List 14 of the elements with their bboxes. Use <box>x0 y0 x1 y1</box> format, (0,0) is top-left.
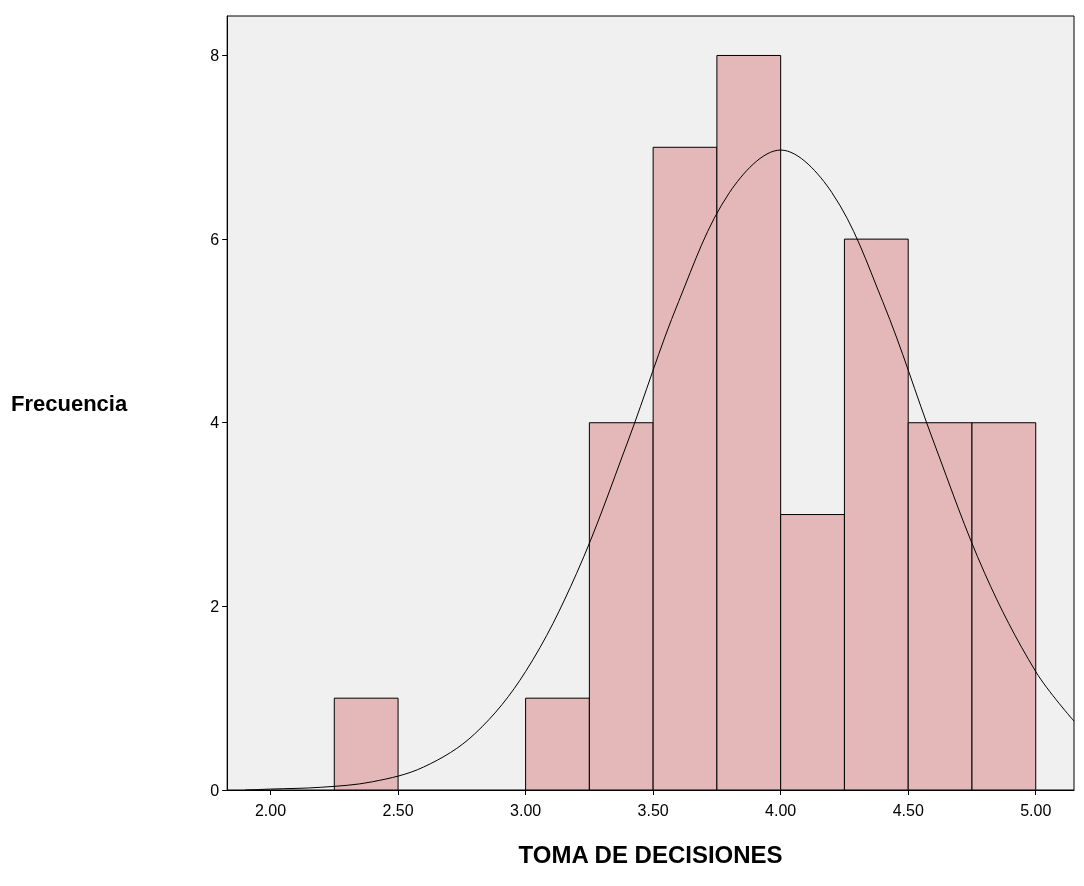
y-tick-label: 4 <box>210 414 220 432</box>
y-tick-label: 6 <box>210 230 220 248</box>
y-tick-label: 8 <box>210 46 220 64</box>
x-tick-label: 5.00 <box>1020 801 1052 819</box>
y-tick-label: 0 <box>210 781 220 799</box>
x-axis-title: TOMA DE DECISIONES <box>518 840 783 868</box>
y-tick-label: 2 <box>210 597 220 615</box>
y-axis-title: Frecuencia <box>10 390 128 416</box>
x-tick-label: 4.00 <box>765 801 797 819</box>
x-tick-label: 2.00 <box>254 801 287 819</box>
x-tick-label: 3.00 <box>510 801 542 819</box>
x-tick-label: 4.50 <box>892 801 924 819</box>
x-tick-label: 2.50 <box>382 801 414 819</box>
x-tick-label: 3.50 <box>637 801 669 819</box>
